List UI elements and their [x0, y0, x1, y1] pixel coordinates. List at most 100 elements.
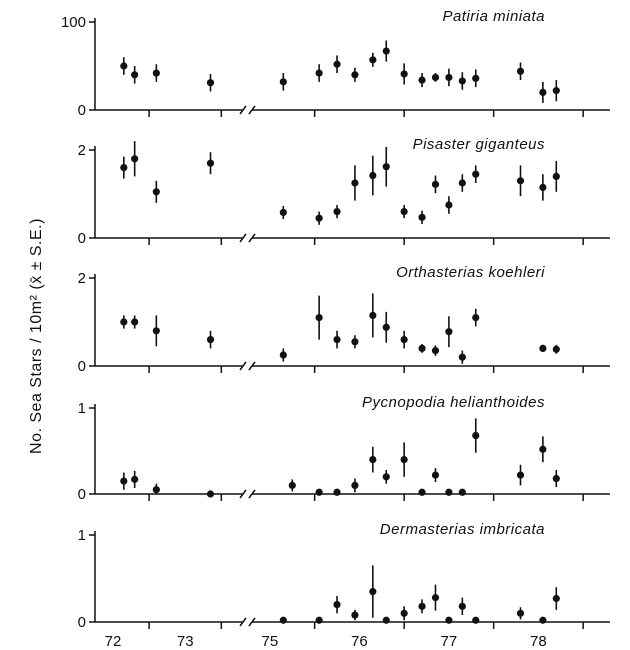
- data-point: [206, 490, 215, 498]
- data-point: [431, 594, 440, 602]
- data-point: [445, 328, 453, 336]
- data-point: [445, 73, 453, 82]
- data-point: [120, 164, 128, 172]
- data-point: [552, 594, 560, 603]
- data-point: [445, 616, 453, 624]
- panel-3: 0 2 Orthasterias koehleri: [78, 264, 610, 375]
- x-tick-label: 72: [105, 633, 122, 650]
- data-point: [333, 488, 341, 496]
- data-point: [152, 188, 160, 196]
- data-point: [369, 56, 377, 64]
- data-point: [120, 477, 128, 485]
- data-point: [131, 71, 139, 79]
- data-point: [131, 475, 139, 483]
- data-point: [315, 69, 323, 77]
- data-point: [418, 213, 426, 221]
- panel-5: 0 1 Dermasterias imbricata 72 73 75 76 77 78: [78, 521, 610, 650]
- data-point: [539, 616, 547, 624]
- data-point: [418, 344, 426, 352]
- data-point: [539, 183, 547, 191]
- panels: 0 1 0 0 Patiria miniata 0 2 Pisaster giganteus 0…: [61, 8, 610, 650]
- data-point: [418, 488, 426, 496]
- species-title: Patiria miniata: [442, 8, 545, 25]
- y-tick-label: 2: [78, 270, 86, 287]
- data-point: [288, 481, 296, 489]
- data-point: [152, 327, 160, 335]
- data-point: [539, 344, 547, 352]
- data-point: [279, 208, 287, 217]
- data-point: [120, 62, 128, 70]
- data-point: [351, 179, 359, 187]
- data-point: [351, 338, 359, 346]
- data-point: [206, 336, 215, 344]
- data-point: [315, 616, 323, 624]
- data-point: [400, 609, 408, 617]
- y-tick-label: 1: [78, 400, 86, 417]
- data-point: [206, 159, 215, 167]
- axis-break-mark: [239, 489, 256, 499]
- data-point: [431, 73, 440, 82]
- species-title: Dermasterias imbricata: [380, 521, 545, 538]
- data-point: [369, 456, 377, 464]
- panel-1: 0 100 Patiria miniata: [61, 8, 610, 119]
- axis-break-mark: [239, 617, 256, 627]
- axis-break-mark: [239, 361, 256, 371]
- data-point: [369, 171, 377, 180]
- data-point: [206, 79, 215, 87]
- data-point: [472, 314, 480, 322]
- data-point: [445, 201, 453, 209]
- data-point: [516, 471, 525, 479]
- data-point: [400, 456, 408, 464]
- data-point: [152, 69, 160, 77]
- data-point: [458, 602, 466, 610]
- y-tick-label: 0: [78, 230, 86, 247]
- data-point: [539, 88, 547, 96]
- data-point: [382, 163, 390, 171]
- species-title: Pisaster giganteus: [413, 136, 545, 153]
- data-point: [333, 601, 341, 609]
- panel-4: 0 1 Pycnopodia helianthoides: [78, 394, 610, 503]
- data-point: [382, 47, 390, 55]
- data-point: [552, 345, 560, 353]
- data-point: [418, 76, 426, 84]
- data-point: [131, 155, 139, 163]
- x-tick-label: 76: [351, 633, 368, 650]
- data-point: [279, 616, 287, 624]
- species-title: Orthasterias koehleri: [396, 264, 545, 281]
- data-point: [120, 318, 128, 326]
- data-point: [333, 60, 341, 68]
- data-point: [369, 311, 377, 319]
- data-point: [431, 471, 440, 479]
- data-point: [552, 87, 560, 95]
- y-tick-label: 2: [78, 142, 86, 159]
- data-point: [539, 445, 547, 453]
- data-point: [458, 179, 466, 187]
- data-point: [351, 611, 359, 619]
- data-point: [516, 177, 525, 185]
- x-tick-label: 73: [177, 633, 194, 650]
- y-axis-label: No. Sea Stars / 10m² (x̄ ± S.E.): [28, 218, 45, 454]
- data-point: [131, 318, 139, 326]
- x-tick-label: 75: [262, 633, 279, 650]
- data-point: [382, 323, 390, 331]
- data-point: [382, 473, 390, 481]
- data-point: [369, 587, 377, 596]
- data-point: [431, 180, 440, 188]
- data-point: [279, 351, 287, 359]
- y-tick-label: 1: [78, 527, 86, 544]
- x-tick-label: 77: [441, 633, 458, 650]
- data-point: [382, 616, 390, 624]
- data-point: [351, 71, 359, 79]
- y-tick-label: 0: [78, 614, 86, 631]
- data-point: [333, 208, 341, 216]
- species-title: Pycnopodia helianthoides: [362, 394, 545, 411]
- data-point: [400, 208, 408, 216]
- data-point: [472, 170, 480, 178]
- data-point: [279, 78, 287, 86]
- data-point: [431, 347, 440, 355]
- data-point: [315, 214, 323, 222]
- x-tick-label: 78: [530, 633, 547, 650]
- y-tick-label: 0: [78, 358, 86, 375]
- y-tick-label: 0: [78, 102, 86, 119]
- data-point: [472, 616, 480, 624]
